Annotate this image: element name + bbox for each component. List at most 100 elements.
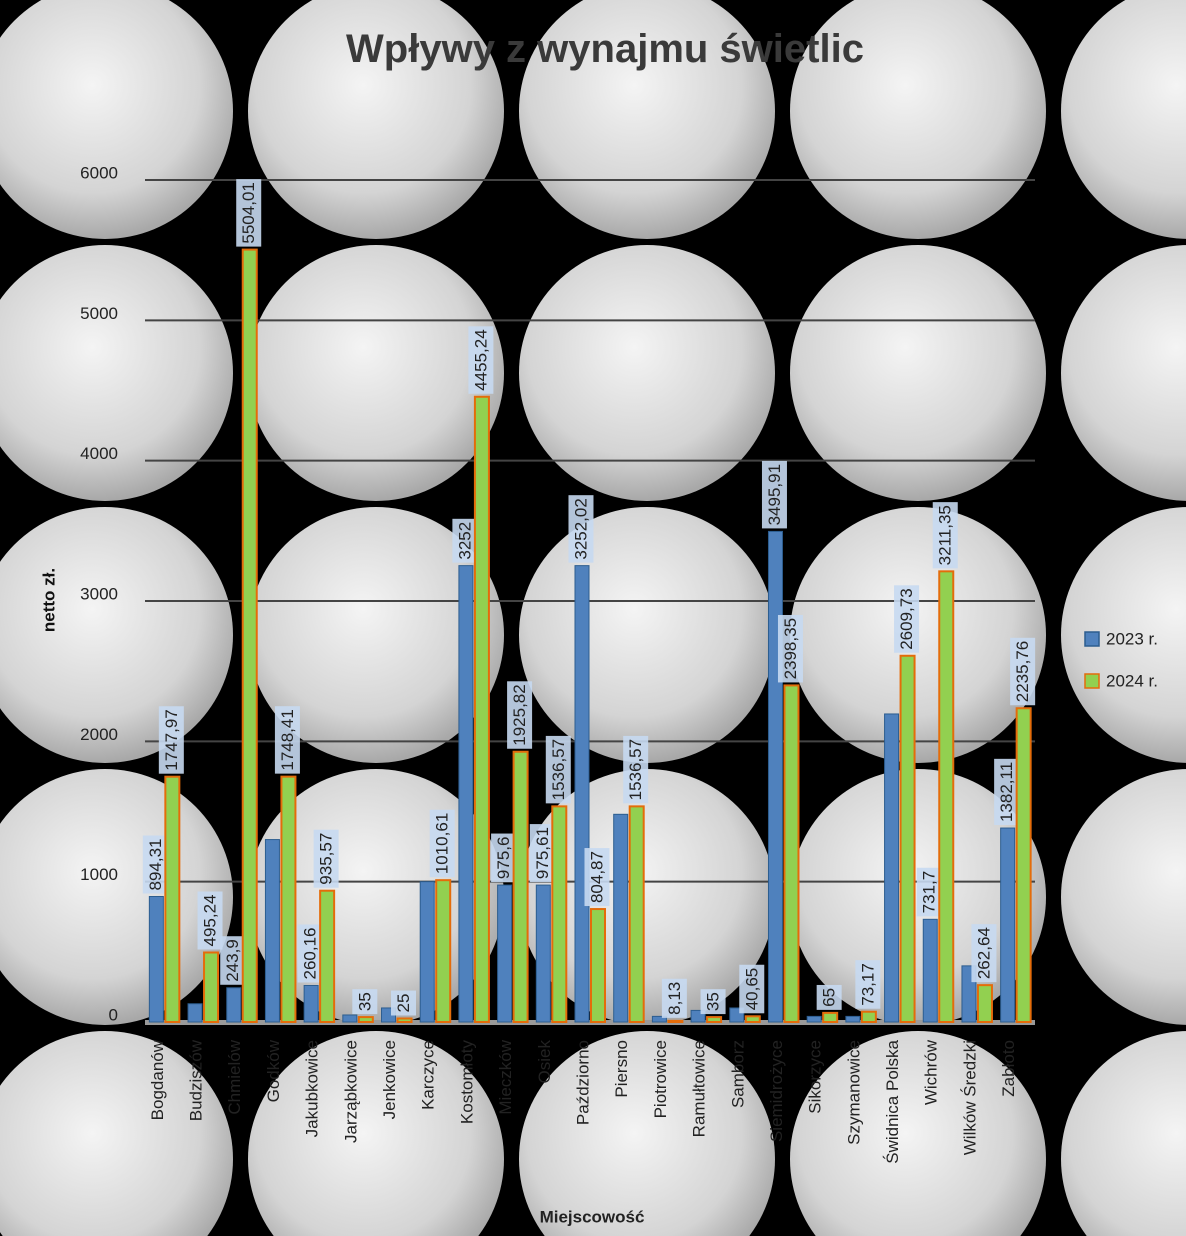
value-label: 1382,11 (997, 762, 1016, 822)
value-label-bg (994, 758, 1020, 826)
value-label-bg (158, 706, 184, 774)
value-label-group: 73,17 (855, 960, 881, 1009)
value-label-group: 4455,24 (468, 326, 494, 394)
value-label-bg (507, 681, 533, 749)
bar (1000, 827, 1016, 1023)
value-label-bg (274, 706, 300, 774)
value-label-group: 1010,61 (429, 809, 455, 878)
value-label-bg (313, 829, 339, 888)
value-label-group: 3252,02 (568, 495, 594, 563)
x-tick-label: Godków (264, 1039, 283, 1102)
legend-label: 2023 r. (1106, 629, 1158, 648)
value-label: 8,13 (665, 982, 684, 1015)
value-label-group: 262,64 (971, 924, 997, 983)
value-label-bg (932, 502, 958, 569)
value-label: 4455,24 (471, 329, 490, 390)
value-label-bg (971, 924, 997, 983)
value-label-bg (777, 614, 803, 683)
value-label: 935,57 (317, 833, 336, 885)
value-label: 1010,61 (433, 813, 452, 874)
value-label-group: 8,13 (661, 978, 687, 1018)
legend-swatch (1084, 673, 1100, 689)
value-label-group: 1536,57 (623, 735, 649, 804)
x-tick-label: Szymanowice (844, 1040, 863, 1145)
value-label-group: 1748,41 (274, 706, 300, 774)
bar (458, 565, 474, 1023)
bar (899, 654, 916, 1023)
value-label-group: 25 (391, 990, 417, 1016)
bar (551, 805, 568, 1023)
value-label: 262,64 (974, 927, 993, 979)
bar (806, 1015, 822, 1023)
value-label-group: 894,31 (142, 835, 168, 894)
bar (706, 1016, 723, 1023)
value-label-group: 2235,76 (1010, 637, 1036, 706)
value-label-group: 35 (700, 989, 726, 1015)
x-tick-label: Osiek (535, 1040, 554, 1084)
bar (744, 1015, 761, 1024)
value-label-bg (568, 495, 594, 563)
value-label-group: 65 (816, 984, 842, 1010)
bar (613, 813, 629, 1023)
bar (203, 951, 220, 1024)
bar (845, 1015, 861, 1023)
value-label: 65 (820, 988, 839, 1007)
value-label-group: 2398,35 (777, 614, 803, 683)
value-label: 1536,57 (549, 739, 568, 800)
value-label: 25 (394, 994, 413, 1013)
bar (419, 881, 435, 1023)
bar (1015, 707, 1032, 1023)
value-label-bg (545, 735, 571, 804)
value-label-bg (623, 735, 649, 804)
y-tick-label: 3000 (80, 584, 118, 603)
y-tick-label: 5000 (80, 304, 118, 323)
value-label-bg (429, 809, 455, 878)
value-label: 2398,35 (781, 618, 800, 679)
bar (976, 984, 993, 1024)
bar (187, 1003, 203, 1023)
x-tick-label: Budziszów (187, 1039, 206, 1121)
x-tick-label: Zabłoto (999, 1040, 1018, 1097)
value-label: 3211,35 (936, 505, 955, 565)
bar (767, 530, 783, 1023)
bar (164, 775, 181, 1023)
bar (241, 248, 258, 1023)
bar (783, 684, 800, 1024)
x-tick-label: Piersno (612, 1040, 631, 1098)
bar (667, 1019, 684, 1023)
value-label: 35 (355, 992, 374, 1011)
bar (497, 884, 513, 1023)
value-label-group: 975,6 (491, 833, 517, 883)
value-label-group: 731,7 (916, 867, 942, 917)
bar (690, 1009, 706, 1023)
value-label: 1748,41 (278, 709, 297, 770)
bar (574, 565, 590, 1023)
bar (435, 879, 452, 1023)
x-tick-label: Piotrowice (651, 1040, 670, 1118)
x-tick-label: Jarząbkowice (341, 1040, 360, 1143)
x-tick-label: Sikorzyce (806, 1040, 825, 1114)
value-label-bg (491, 833, 517, 883)
value-label: 3252,02 (571, 498, 590, 559)
value-label-group: 1382,11 (994, 758, 1020, 826)
x-tick-label: Mieczków (496, 1039, 515, 1114)
value-label: 35 (704, 992, 723, 1011)
value-label: 3495,91 (765, 464, 784, 525)
value-label-group: 935,57 (313, 829, 339, 888)
value-label-bg (529, 824, 555, 883)
bar (512, 750, 529, 1024)
value-label-bg (452, 518, 478, 563)
value-label-group: 3252 (452, 518, 478, 563)
value-label-group: 804,87 (584, 848, 610, 907)
x-tick-label: Wichrów (922, 1039, 941, 1105)
value-label-bg (197, 891, 223, 950)
legend-label: 2024 r. (1106, 671, 1158, 690)
chart-title: Wpływy z wynajmu świetlic (346, 27, 864, 71)
value-label-bg (468, 326, 494, 394)
bar (938, 570, 955, 1024)
y-axis-label: netto zł. (39, 568, 58, 632)
value-label: 1925,82 (510, 684, 529, 745)
value-label: 804,87 (587, 851, 606, 903)
value-label: 731,7 (920, 871, 939, 914)
